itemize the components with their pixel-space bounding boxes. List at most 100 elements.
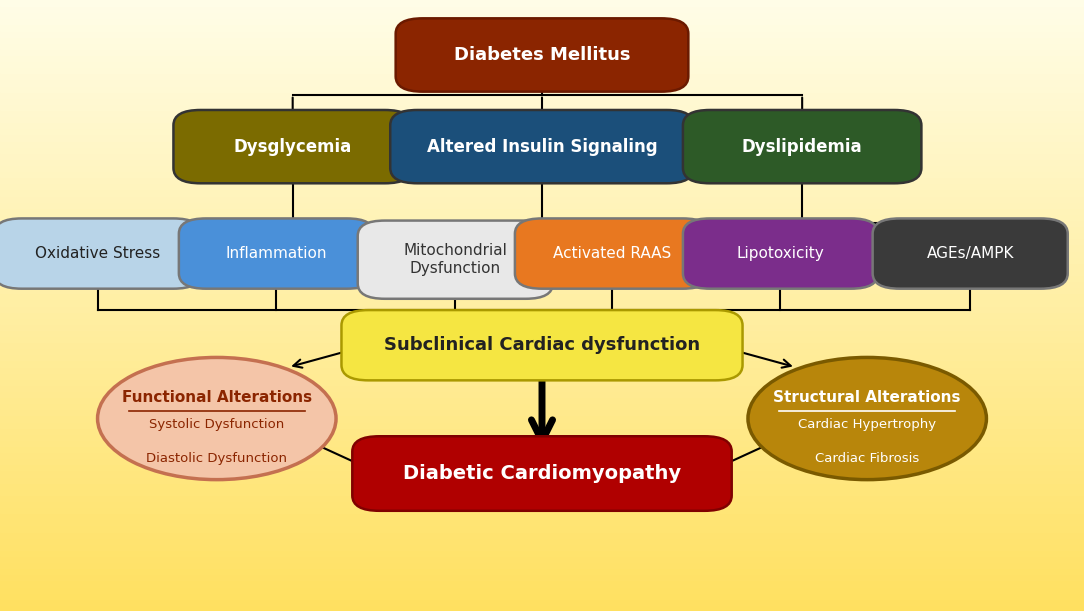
Bar: [0, 110, 1084, 116]
Bar: [0, 79, 1084, 86]
Bar: [0, 263, 1084, 269]
Text: Diabetic Cardiomyopathy: Diabetic Cardiomyopathy: [403, 464, 681, 483]
Bar: [0, 238, 1084, 244]
Bar: [0, 580, 1084, 587]
Text: Diabetes Mellitus: Diabetes Mellitus: [454, 46, 630, 64]
Bar: [0, 385, 1084, 391]
Bar: [0, 128, 1084, 134]
Bar: [0, 452, 1084, 458]
Bar: [0, 422, 1084, 428]
Bar: [0, 61, 1084, 67]
Bar: [0, 73, 1084, 79]
Bar: [0, 122, 1084, 128]
Bar: [0, 141, 1084, 147]
Text: Mitochondrial
Dysfunction: Mitochondrial Dysfunction: [403, 243, 507, 276]
Bar: [0, 24, 1084, 31]
Bar: [0, 12, 1084, 18]
Bar: [0, 257, 1084, 263]
Bar: [0, 544, 1084, 550]
Bar: [0, 269, 1084, 275]
Bar: [0, 403, 1084, 409]
Bar: [0, 464, 1084, 470]
Bar: [0, 477, 1084, 483]
Bar: [0, 318, 1084, 324]
Ellipse shape: [748, 357, 986, 480]
Bar: [0, 391, 1084, 397]
Bar: [0, 165, 1084, 171]
Bar: [0, 507, 1084, 513]
FancyBboxPatch shape: [179, 218, 374, 288]
Bar: [0, 397, 1084, 403]
Bar: [0, 440, 1084, 446]
Bar: [0, 513, 1084, 519]
Bar: [0, 428, 1084, 434]
FancyBboxPatch shape: [683, 110, 921, 183]
Bar: [0, 495, 1084, 501]
Bar: [0, 153, 1084, 159]
Bar: [0, 220, 1084, 226]
Bar: [0, 525, 1084, 532]
Bar: [0, 299, 1084, 306]
Bar: [0, 409, 1084, 415]
Bar: [0, 116, 1084, 122]
Text: Systolic Dysfunction: Systolic Dysfunction: [150, 418, 284, 431]
Bar: [0, 458, 1084, 464]
FancyBboxPatch shape: [173, 110, 412, 183]
FancyBboxPatch shape: [873, 218, 1068, 288]
Text: Dyslipidemia: Dyslipidemia: [741, 137, 863, 156]
FancyBboxPatch shape: [396, 18, 688, 92]
Text: Altered Insulin Signaling: Altered Insulin Signaling: [427, 137, 657, 156]
Bar: [0, 43, 1084, 49]
Bar: [0, 202, 1084, 208]
Bar: [0, 306, 1084, 312]
Bar: [0, 281, 1084, 287]
Bar: [0, 92, 1084, 98]
Bar: [0, 379, 1084, 385]
FancyBboxPatch shape: [341, 310, 743, 380]
Bar: [0, 532, 1084, 538]
Text: Oxidative Stress: Oxidative Stress: [35, 246, 160, 261]
Bar: [0, 55, 1084, 61]
Bar: [0, 6, 1084, 12]
Bar: [0, 330, 1084, 336]
Text: Structural Alterations: Structural Alterations: [774, 390, 960, 405]
Bar: [0, 31, 1084, 37]
Bar: [0, 434, 1084, 440]
Bar: [0, 98, 1084, 104]
Bar: [0, 104, 1084, 110]
Bar: [0, 214, 1084, 220]
Bar: [0, 519, 1084, 525]
Bar: [0, 568, 1084, 574]
Bar: [0, 336, 1084, 342]
Bar: [0, 37, 1084, 43]
Text: AGEs/AMPK: AGEs/AMPK: [927, 246, 1014, 261]
Text: Inflammation: Inflammation: [225, 246, 327, 261]
FancyBboxPatch shape: [358, 221, 553, 299]
Text: Cardiac Fibrosis: Cardiac Fibrosis: [815, 452, 919, 465]
Bar: [0, 67, 1084, 73]
Text: Functional Alterations: Functional Alterations: [121, 390, 312, 405]
Text: Diastolic Dysfunction: Diastolic Dysfunction: [146, 452, 287, 465]
Bar: [0, 251, 1084, 257]
Text: Dysglycemia: Dysglycemia: [233, 137, 352, 156]
Bar: [0, 348, 1084, 354]
Bar: [0, 415, 1084, 422]
Bar: [0, 171, 1084, 177]
Bar: [0, 86, 1084, 92]
Bar: [0, 501, 1084, 507]
Bar: [0, 147, 1084, 153]
Bar: [0, 177, 1084, 183]
Bar: [0, 446, 1084, 452]
Bar: [0, 562, 1084, 568]
FancyBboxPatch shape: [352, 436, 732, 511]
Bar: [0, 373, 1084, 379]
Bar: [0, 342, 1084, 348]
Bar: [0, 18, 1084, 24]
Bar: [0, 189, 1084, 196]
Bar: [0, 550, 1084, 556]
Bar: [0, 574, 1084, 580]
Bar: [0, 183, 1084, 189]
FancyBboxPatch shape: [390, 110, 694, 183]
Bar: [0, 208, 1084, 214]
Bar: [0, 605, 1084, 611]
